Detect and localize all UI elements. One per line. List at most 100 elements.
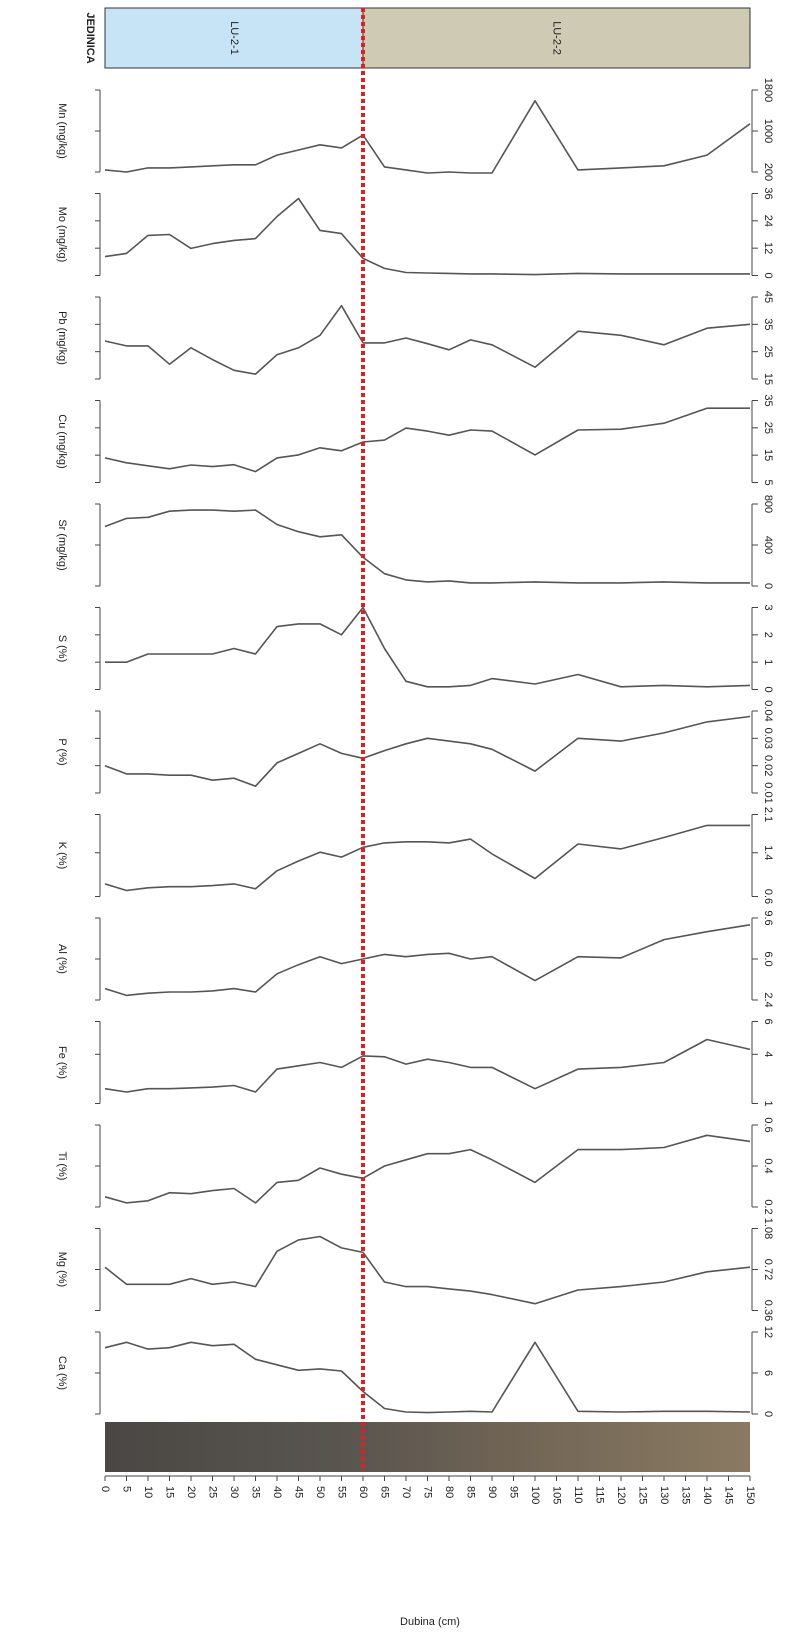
y-tick-label: 400 [762, 536, 774, 554]
data-line [104, 1134, 751, 1204]
panel-label: S (%) [56, 635, 68, 663]
y-tick-label: 25 [762, 346, 774, 358]
y-tick-label: 1 [762, 659, 774, 665]
y-tick-label: 0.02 [762, 755, 774, 776]
x-tick-label: 90 [486, 1486, 498, 1498]
data-line [104, 197, 750, 276]
data-line [104, 824, 750, 892]
y-tick-label: 1800 [762, 78, 774, 102]
data-line [104, 100, 751, 174]
y-tick-label: 0.01 [762, 782, 774, 803]
y-tick-label: 25 [762, 422, 774, 434]
panel-label: Mg (%) [56, 1252, 68, 1287]
y-tick-label: 36 [762, 187, 774, 199]
x-tick-label: 145 [723, 1486, 735, 1504]
y-tick-label: 0.36 [762, 1300, 774, 1321]
y-tick-label: 800 [762, 495, 774, 513]
x-tick-label: 135 [680, 1486, 692, 1504]
y-tick-label: 2.1 [762, 807, 774, 822]
y-tick-label: 6 [762, 1018, 774, 1024]
y-tick-label: 2 [762, 632, 774, 638]
y-tick-label: 0.72 [762, 1259, 774, 1280]
y-tick-label: 0 [762, 686, 774, 692]
panel-label: P (%) [56, 738, 68, 765]
unit-label: LU-2-2 [551, 21, 563, 55]
panel-label: Ti (%) [56, 1152, 68, 1181]
y-tick-label: 1000 [762, 119, 774, 143]
panel-label: Mn (mg/kg) [56, 103, 68, 159]
y-tick-label: 35 [762, 318, 774, 330]
data-line [104, 924, 751, 997]
data-line [104, 1235, 751, 1305]
x-tick-label: 120 [615, 1486, 627, 1504]
panel-label: Al (%) [56, 944, 68, 974]
y-tick-label: 0.6 [762, 1117, 774, 1132]
panel-label: Sr (mg/kg) [56, 519, 68, 570]
y-tick-label: 15 [762, 373, 774, 385]
x-tick-label: 140 [701, 1486, 713, 1504]
data-line [104, 715, 751, 787]
x-tick-label: 0 [99, 1486, 111, 1492]
x-tick-label: 125 [637, 1486, 649, 1504]
x-tick-label: 35 [250, 1486, 262, 1498]
x-tick-label: 70 [400, 1486, 412, 1498]
x-tick-label: 55 [336, 1486, 348, 1498]
y-tick-label: 0.2 [762, 1199, 774, 1214]
x-tick-label: 75 [422, 1486, 434, 1498]
y-tick-label: 0.04 [762, 700, 774, 721]
x-tick-label: 110 [572, 1486, 584, 1504]
y-tick-label: 0 [762, 583, 774, 589]
y-tick-label: 12 [762, 242, 774, 254]
y-tick-label: 0.4 [762, 1158, 774, 1173]
x-axis-label: Dubina (cm) [400, 1616, 460, 1628]
units-title: JEDINICA [84, 12, 96, 63]
x-tick-label: 95 [508, 1486, 520, 1498]
y-tick-label: 1.08 [762, 1218, 774, 1239]
y-tick-label: 3 [762, 604, 774, 610]
x-tick-label: 10 [142, 1486, 154, 1498]
core-photo [105, 1422, 750, 1472]
y-tick-label: 12 [762, 1326, 774, 1338]
data-line [104, 407, 750, 473]
x-tick-label: 130 [658, 1486, 670, 1504]
x-tick-label: 80 [443, 1486, 455, 1498]
data-line [104, 1341, 751, 1414]
y-tick-label: 1.4 [762, 845, 774, 860]
y-tick-label: 0.03 [762, 728, 774, 749]
y-tick-label: 0 [762, 1411, 774, 1417]
x-tick-label: 85 [465, 1486, 477, 1498]
unit-box [104, 7, 364, 69]
y-tick-label: 24 [762, 215, 774, 227]
data-line [105, 606, 751, 688]
x-tick-label: 105 [551, 1486, 563, 1504]
y-tick-label: 0 [762, 272, 774, 278]
y-tick-label: 1 [762, 1100, 774, 1106]
data-line [104, 1038, 751, 1093]
x-tick-label: 50 [314, 1486, 326, 1498]
panel-label: Cu (mg/kg) [56, 414, 68, 468]
x-tick-label: 20 [185, 1486, 197, 1498]
panel-label: Fe (%) [56, 1046, 68, 1079]
unit-box [362, 7, 751, 69]
y-tick-label: 2.4 [762, 992, 774, 1007]
y-tick-label: 45 [762, 291, 774, 303]
unit-label: LU-2-1 [228, 21, 240, 55]
x-tick-label: 100 [529, 1486, 541, 1504]
y-tick-label: 6 [762, 1370, 774, 1376]
y-tick-label: 35 [762, 394, 774, 406]
panel-label: Mo (mg/kg) [56, 207, 68, 263]
x-tick-label: 40 [271, 1486, 283, 1498]
x-tick-label: 45 [293, 1486, 305, 1498]
y-tick-label: 6.0 [762, 951, 774, 966]
x-tick-label: 25 [207, 1486, 219, 1498]
y-tick-label: 4 [762, 1051, 774, 1057]
panel-label: Ca (%) [56, 1356, 68, 1390]
x-tick-label: 5 [121, 1486, 133, 1492]
x-tick-label: 60 [357, 1486, 369, 1498]
panel-label: Pb (mg/kg) [56, 311, 68, 365]
x-tick-label: 115 [594, 1486, 606, 1504]
y-tick-label: 5 [762, 479, 774, 485]
x-tick-label: 65 [379, 1486, 391, 1498]
y-tick-label: 9.6 [762, 910, 774, 925]
